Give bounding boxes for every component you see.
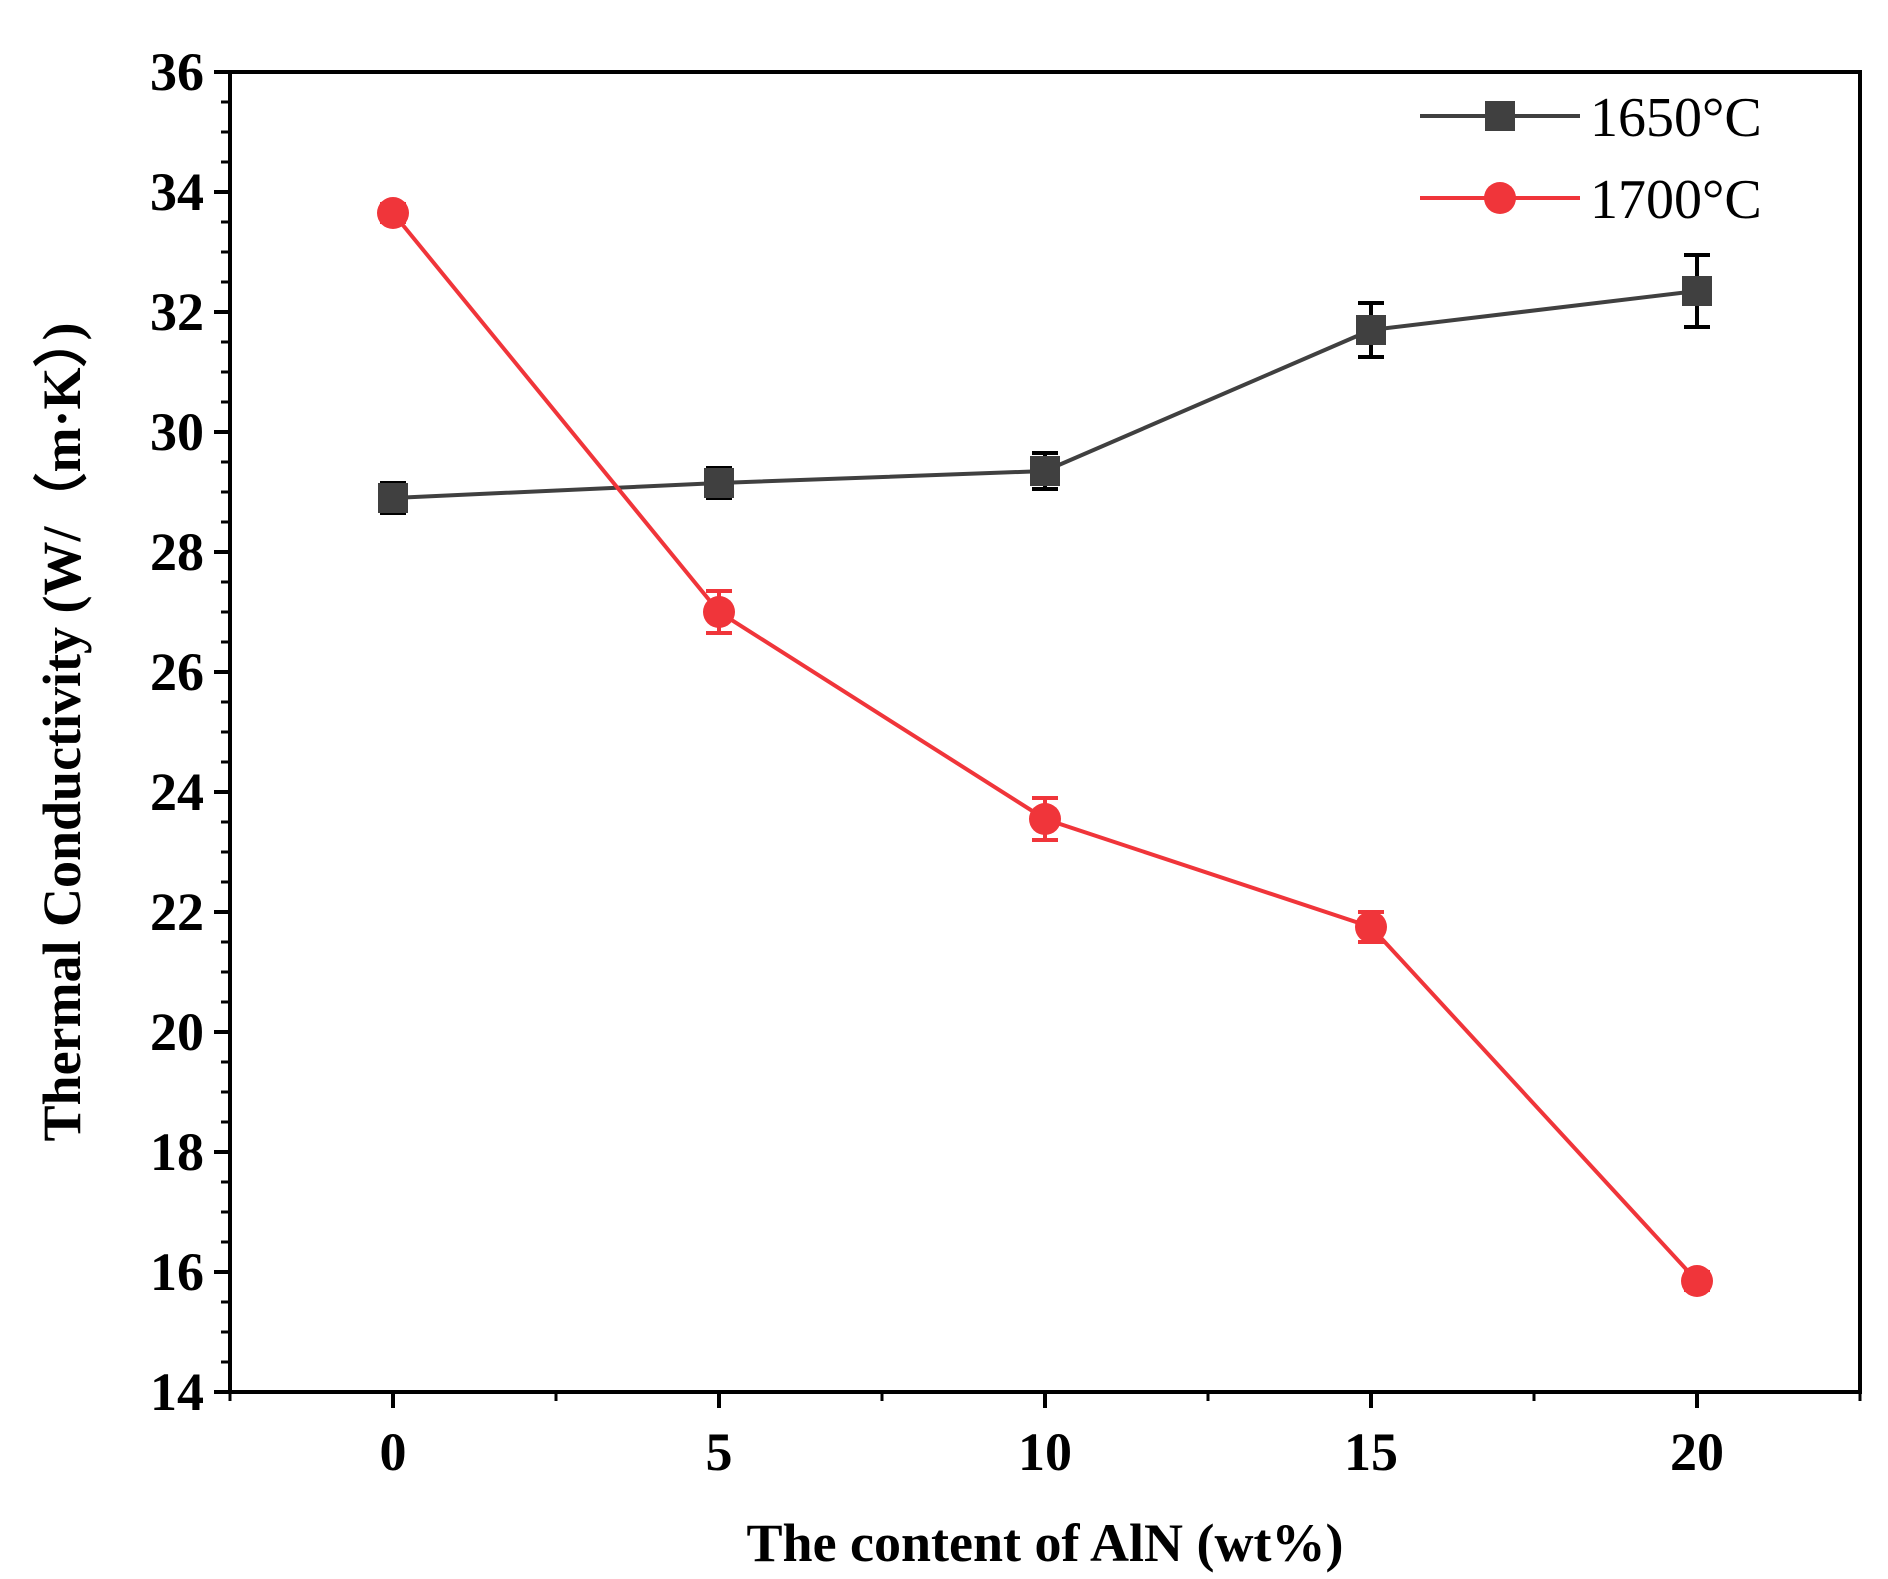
data-point bbox=[703, 596, 735, 628]
y-tick-label: 36 bbox=[150, 42, 204, 102]
series-line bbox=[391, 211, 1699, 1283]
data-point bbox=[1682, 276, 1712, 306]
data-point bbox=[1681, 1265, 1713, 1297]
x-tick-label: 10 bbox=[1018, 1422, 1072, 1482]
y-tick-label: 32 bbox=[150, 282, 204, 342]
data-series bbox=[377, 197, 1713, 1297]
y-axis-title: Thermal Conductivity (W/（m·K）) bbox=[32, 323, 92, 1142]
x-tick-label: 0 bbox=[380, 1422, 407, 1482]
legend-marker bbox=[1484, 182, 1516, 214]
axis-tick-labels: 14 16 18 20 22 24 26 28 30 32 34 36 0 5 10 15 20 bbox=[150, 42, 1724, 1482]
legend-marker bbox=[1485, 101, 1515, 131]
y-tick-label: 34 bbox=[150, 162, 204, 222]
series-1700°C bbox=[377, 197, 1713, 1297]
y-tick-label: 30 bbox=[150, 402, 204, 462]
data-point bbox=[1029, 803, 1061, 835]
series-1650°C bbox=[378, 253, 1712, 515]
y-tick-label: 16 bbox=[150, 1242, 204, 1302]
y-tick-label: 28 bbox=[150, 522, 204, 582]
data-point bbox=[704, 468, 734, 498]
y-tick-label: 22 bbox=[150, 882, 204, 942]
x-tick-label: 15 bbox=[1344, 1422, 1398, 1482]
y-tick-label: 24 bbox=[150, 762, 204, 822]
data-point bbox=[378, 483, 408, 513]
x-tick-label: 5 bbox=[706, 1422, 733, 1482]
legend: 1650°C 1700°C bbox=[1420, 87, 1762, 231]
y-tick-label: 18 bbox=[150, 1122, 204, 1182]
y-tick-label: 20 bbox=[150, 1002, 204, 1062]
x-tick-label: 20 bbox=[1670, 1422, 1724, 1482]
y-tick-label: 26 bbox=[150, 642, 204, 702]
x-axis-title: The content of AlN (wt%) bbox=[747, 1513, 1344, 1573]
axis-ticks bbox=[214, 70, 1862, 1408]
data-point bbox=[1030, 456, 1060, 486]
legend-label: 1700°C bbox=[1590, 169, 1762, 231]
data-point bbox=[1356, 315, 1386, 345]
data-point bbox=[377, 197, 409, 229]
legend-label: 1650°C bbox=[1590, 87, 1762, 149]
data-point bbox=[1355, 911, 1387, 943]
y-tick-label: 14 bbox=[150, 1362, 204, 1422]
